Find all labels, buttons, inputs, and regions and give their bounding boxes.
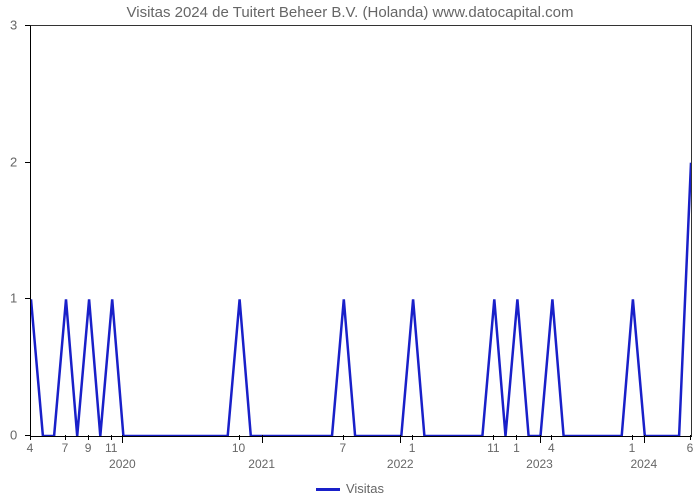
y-tick-label: 0 xyxy=(10,428,17,443)
x-tick-label: 7 xyxy=(62,441,69,455)
chart-title: Visitas 2024 de Tuitert Beheer B.V. (Hol… xyxy=(0,4,700,21)
x-year-label: 2021 xyxy=(248,457,275,471)
x-year-label: 2023 xyxy=(526,457,553,471)
x-tick-label: 4 xyxy=(548,441,555,455)
x-tick xyxy=(690,435,691,440)
x-tick xyxy=(551,435,552,440)
x-tick-label: 11 xyxy=(487,441,499,455)
legend: Visitas xyxy=(0,481,700,496)
x-tick xyxy=(412,435,413,440)
x-tick-label: 4 xyxy=(27,441,34,455)
x-major-tick xyxy=(262,435,263,443)
x-tick-label: 1 xyxy=(629,441,636,455)
x-tick xyxy=(516,435,517,440)
y-tick-label: 2 xyxy=(10,154,17,169)
line-chart-svg xyxy=(31,26,691,436)
x-tick-label: 6 xyxy=(687,441,694,455)
x-tick xyxy=(88,435,89,440)
legend-swatch xyxy=(316,488,340,491)
x-tick-label: 1 xyxy=(409,441,416,455)
x-major-tick xyxy=(122,435,123,443)
x-major-tick xyxy=(540,435,541,443)
x-tick xyxy=(632,435,633,440)
x-tick-label: 11 xyxy=(105,441,117,455)
x-year-label: 2020 xyxy=(109,457,136,471)
x-tick xyxy=(30,435,31,440)
legend-label: Visitas xyxy=(346,481,384,496)
x-major-tick xyxy=(644,435,645,443)
x-tick-label: 1 xyxy=(513,441,520,455)
x-tick-label: 10 xyxy=(232,441,245,455)
x-year-label: 2024 xyxy=(630,457,657,471)
x-year-label: 2022 xyxy=(387,457,414,471)
x-tick xyxy=(493,435,494,440)
chart-line xyxy=(31,163,691,436)
plot-area xyxy=(30,25,692,437)
x-tick xyxy=(239,435,240,440)
y-tick-label: 3 xyxy=(10,18,17,33)
x-tick-label: 7 xyxy=(339,441,346,455)
y-tick-label: 1 xyxy=(10,291,17,306)
x-major-tick xyxy=(400,435,401,443)
x-tick xyxy=(65,435,66,440)
x-tick xyxy=(343,435,344,440)
x-tick-label: 9 xyxy=(85,441,92,455)
chart-container: Visitas 2024 de Tuitert Beheer B.V. (Hol… xyxy=(0,0,700,500)
x-tick xyxy=(111,435,112,440)
